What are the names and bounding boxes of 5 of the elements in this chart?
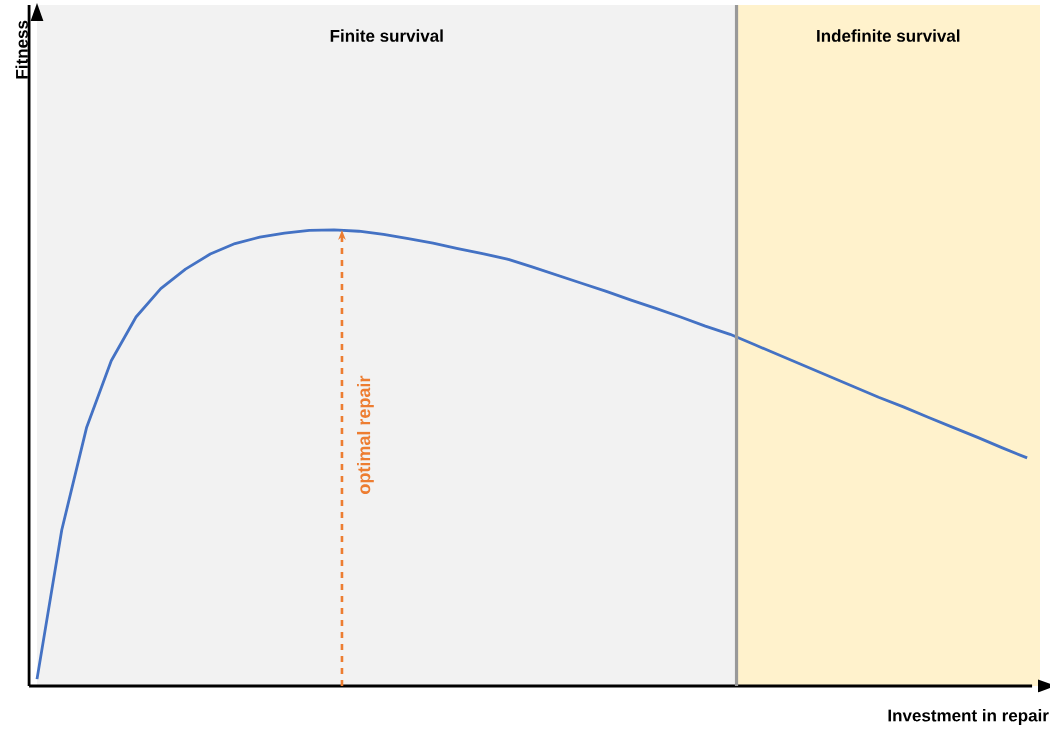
text: Indefinite survival: [817, 29, 960, 42]
text: Finite survival: [330, 29, 443, 42]
annotation: optimal repair: [357, 375, 374, 494]
text: Fitness: [15, 20, 28, 79]
x-axis-title: Investment in repair: [888, 709, 1049, 725]
